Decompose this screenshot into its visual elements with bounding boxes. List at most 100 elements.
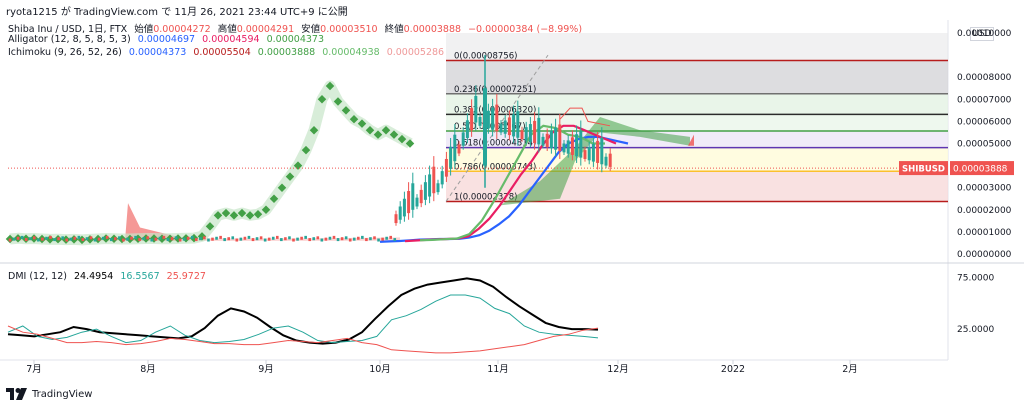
candle-body [138,238,141,242]
candle-body [280,238,283,242]
lagging-span-point [405,139,415,148]
candle-body [432,166,436,194]
publish-info: ryota1215 が TradingView.com で 11月 26, 20… [6,7,348,18]
candle-body [398,206,402,220]
candle-body [365,238,368,242]
candle-body [545,133,549,148]
price-axis-tick: 0.00007000 [957,95,1012,105]
candle-body [486,110,490,129]
candle-body [146,236,149,240]
candle-body [312,237,316,241]
candle-body [377,238,380,242]
candle-body [53,238,56,242]
candle-body [239,237,243,241]
price-axis-tick: 0.00005000 [957,140,1012,150]
candle-body [12,237,16,241]
candle-body [77,235,81,239]
candle-body [419,189,423,204]
candle-body [465,120,469,138]
candle-body [604,156,608,166]
candle-body [292,238,295,242]
high-value: 0.00004291 [236,24,295,35]
lagging-span-point [213,211,223,220]
dmi-minus-value: 25.9727 [166,271,206,282]
lagging-span-point [357,119,367,128]
candle-body [158,236,162,240]
candle-body [166,238,170,242]
candle-body [20,235,24,239]
candle-body [105,235,109,239]
candle-body [101,236,105,240]
lagging-span-point [349,114,359,124]
brand-name: TradingView [32,388,93,400]
candle-body [308,238,311,242]
lagging-span-point [341,106,351,115]
price-tag-symbol-box [899,161,948,176]
time-axis-tick: 8月 [140,364,156,375]
candle-body [316,236,320,240]
candle-body [389,235,392,239]
dmi-plus-value: 16.5567 [120,271,160,282]
alligator-jaw-value: 0.00004697 [137,34,196,45]
candle-body [190,235,194,239]
candle-body [537,117,541,145]
lagging-span-point [301,145,311,155]
lagging-span-point [269,194,279,203]
candle-body [579,131,583,158]
candle-body [296,237,299,241]
candle-body [243,236,247,240]
candle-body [393,238,397,242]
candle-body [474,95,478,123]
fib-level-label: 1(0.00002378) [454,192,517,202]
ichimoku-conversion-value: 0.00004373 [128,47,187,58]
candle-body [336,238,340,242]
time-axis-tick: 7月 [26,364,42,375]
candle-body [118,236,121,240]
candle-body [28,237,32,241]
candle-body [182,237,186,241]
candle-body [231,236,235,240]
candle-body [211,237,214,241]
candle-body [583,150,587,159]
lagging-span-glow [9,80,413,246]
candle-body [8,238,12,242]
ichimoku-leading-b [559,107,611,127]
price-axis-tick: 0.00008000 [957,73,1012,83]
candle-body [415,197,419,207]
candle-body [207,238,210,242]
candle-body [449,146,453,169]
candle-body [596,140,600,163]
high-label: 高値 [217,24,237,35]
candle-body [381,237,384,241]
currency-button[interactable]: USD [970,27,994,41]
candle-body [524,127,528,141]
footer: TradingView [6,388,92,400]
candle-body [65,238,68,242]
candle-body [373,236,376,240]
candle-body [174,236,178,240]
candle-body [134,235,137,239]
fib-level-label: 0.382(0.00006320) [454,105,536,115]
candle-body [533,120,537,144]
time-axis-tick: 10月 [369,364,391,375]
lagging-span-point [293,161,303,170]
lagging-span-point [285,172,295,181]
candle-body [436,183,440,193]
fib-level-label: 0.236(0.00007251) [454,85,536,95]
dmi-adx-value: 24.4954 [74,271,114,282]
dmi-axis-tick: 25.0000 [957,325,994,335]
price-axis-tick: 0.00010000 [957,29,1012,39]
lagging-span-point [325,81,335,91]
candle-body [385,236,388,240]
candle-body [41,237,44,241]
dmi-label: DMI (12, 12) [8,271,67,282]
candle-body [340,237,344,241]
open-value: 0.00004272 [153,24,211,35]
price-axis-tick: 0.00006000 [957,117,1012,127]
candle-body [284,237,287,241]
candle-body [142,237,145,241]
ichimoku-label: Ichimoku (9, 26, 52, 26) [8,47,122,58]
dmi-legend: DMI (12, 12) 24.4954 16.5567 25.9727 [8,271,210,282]
